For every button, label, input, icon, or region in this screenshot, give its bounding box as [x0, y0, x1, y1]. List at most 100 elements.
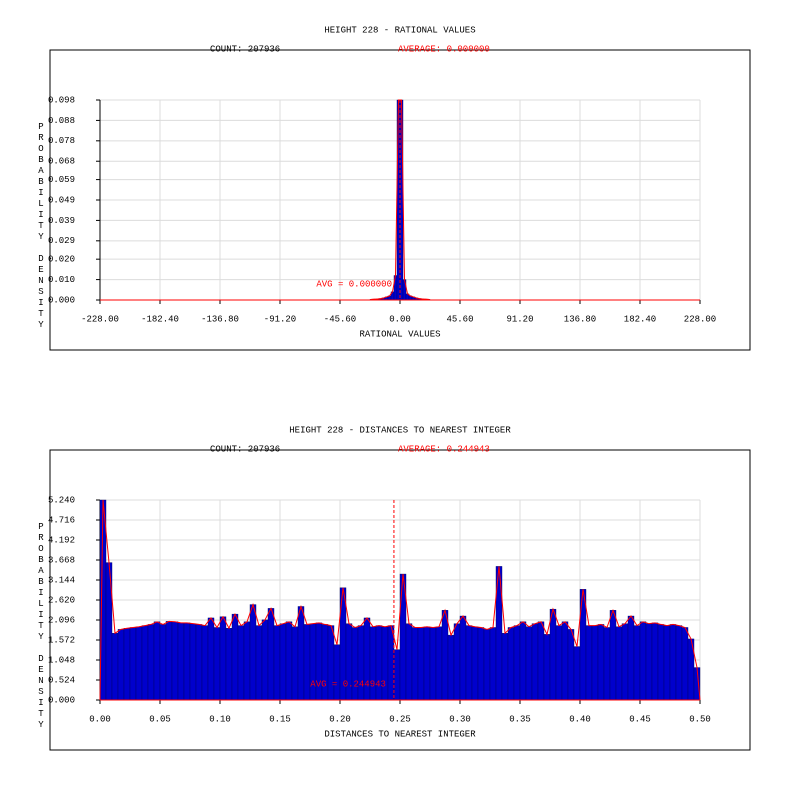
density-line	[99, 499, 701, 701]
x-tick-label: 182.40	[624, 314, 656, 324]
x-tick-label: 0.00	[89, 714, 111, 724]
x-tick-label: 136.80	[564, 314, 596, 324]
bar	[591, 625, 599, 701]
x-tick-label: 0.05	[149, 714, 171, 724]
y-tick-label: 0.524	[48, 675, 75, 685]
average-label: AVERAGE: 0.244943	[398, 444, 490, 454]
count-label: COUNT: 207936	[210, 444, 280, 454]
x-tick-label: 0.50	[689, 714, 711, 724]
average-annotation: AVG = 0.000000	[316, 279, 392, 289]
bar	[177, 622, 185, 701]
bar	[159, 624, 167, 701]
bar	[513, 625, 521, 701]
x-tick-label: -136.80	[201, 314, 239, 324]
x-tick-label: 0.20	[329, 714, 351, 724]
bar	[633, 625, 641, 701]
average-annotation: AVG = 0.244943	[310, 679, 386, 689]
bar	[255, 625, 263, 701]
y-tick-label: 0.059	[48, 175, 75, 185]
x-tick-label: 0.30	[449, 714, 471, 724]
bar	[207, 617, 215, 701]
bar	[165, 621, 173, 701]
bar	[387, 625, 395, 701]
bar	[483, 629, 491, 701]
bar	[201, 625, 209, 701]
y-tick-label: 3.144	[48, 575, 75, 585]
bar	[675, 625, 683, 701]
bar	[627, 615, 635, 701]
bar	[537, 621, 545, 701]
x-tick-label: 0.45	[629, 714, 651, 724]
bar	[267, 608, 275, 701]
bar	[549, 608, 557, 701]
bar	[429, 627, 437, 701]
bar	[555, 625, 563, 701]
count-label: COUNT: 207936	[210, 44, 280, 54]
y-axis-label: PROBABILITY DENSITY	[36, 122, 46, 331]
x-tick-label: 45.60	[446, 314, 473, 324]
bar	[507, 627, 515, 701]
bar	[195, 624, 203, 701]
x-tick-label: 0.15	[269, 714, 291, 724]
bar	[147, 624, 155, 701]
x-tick-label: 228.00	[684, 314, 716, 324]
average-label: AVERAGE: 0.000000	[398, 44, 490, 54]
bar	[291, 626, 299, 701]
bar	[279, 623, 287, 701]
bar	[261, 619, 269, 701]
bar	[111, 633, 119, 701]
bar	[561, 621, 569, 701]
chart-title: HEIGHT 228 - RATIONAL VALUES	[324, 25, 475, 35]
bar	[297, 606, 305, 701]
x-tick-label: 0.35	[509, 714, 531, 724]
x-tick-label: 0.10	[209, 714, 231, 724]
bar	[135, 626, 143, 701]
y-tick-label: 0.039	[48, 216, 75, 226]
bar	[525, 626, 533, 701]
bar	[477, 627, 485, 701]
y-tick-label: 1.572	[48, 635, 75, 645]
bar	[453, 623, 461, 701]
bar	[123, 628, 131, 701]
y-axis-label: PROBABILITY DENSITY	[36, 522, 46, 731]
bar	[225, 628, 233, 701]
chart-title: HEIGHT 228 - DISTANCES TO NEAREST INTEGE…	[289, 425, 511, 435]
bar	[441, 610, 449, 701]
bar	[153, 621, 161, 701]
bar	[621, 623, 629, 701]
bar	[141, 625, 149, 701]
bar	[603, 627, 611, 701]
bar	[285, 621, 293, 701]
x-tick-label: -91.20	[264, 314, 296, 324]
x-tick-label: -45.60	[324, 314, 356, 324]
bar	[219, 616, 227, 701]
bar	[423, 626, 431, 701]
y-tick-label: 0.000	[48, 695, 75, 705]
bar	[459, 615, 467, 701]
y-tick-label: 3.668	[48, 555, 75, 565]
bar	[213, 627, 221, 701]
bar	[333, 644, 341, 701]
frame	[49, 449, 751, 751]
bar	[405, 623, 413, 701]
bar	[129, 627, 137, 701]
bar	[597, 624, 605, 701]
bar	[609, 610, 617, 701]
bar	[519, 621, 527, 701]
x-tick-label: 0.40	[569, 714, 591, 724]
bar	[573, 646, 581, 701]
bar	[639, 621, 647, 701]
bar	[237, 625, 245, 701]
bar	[567, 629, 575, 701]
bar	[243, 621, 251, 701]
x-tick-label: -182.40	[141, 314, 179, 324]
bar	[435, 626, 443, 701]
x-tick-label: 0.25	[389, 714, 411, 724]
bar	[489, 627, 497, 701]
y-tick-label: 2.096	[48, 615, 75, 625]
bar	[681, 627, 689, 701]
bar	[231, 613, 239, 701]
bar	[303, 624, 311, 701]
bar	[393, 649, 401, 701]
